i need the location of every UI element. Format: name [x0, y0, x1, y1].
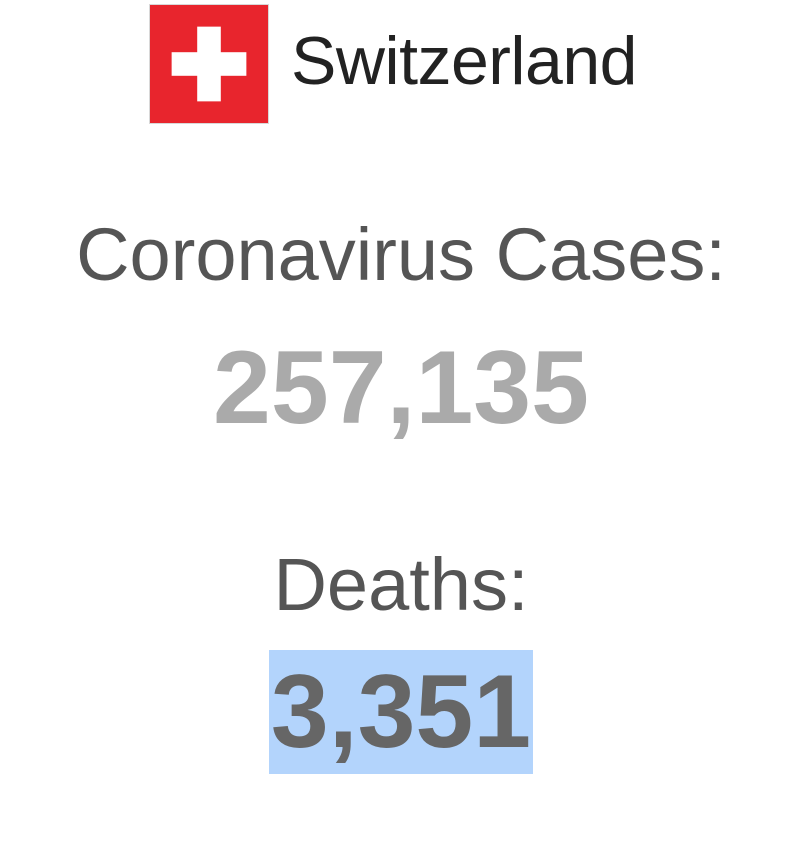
deaths-count[interactable]: 3,351: [268, 650, 534, 774]
deaths-count-container: 3,351: [0, 650, 802, 774]
cases-label: Coronavirus Cases:: [76, 213, 726, 296]
cases-count: 257,135: [213, 330, 589, 446]
deaths-label: Deaths:: [273, 543, 529, 626]
country-name: Switzerland: [291, 23, 638, 99]
country-header: Switzerland: [149, 4, 638, 124]
swiss-flag-icon: [149, 4, 269, 124]
